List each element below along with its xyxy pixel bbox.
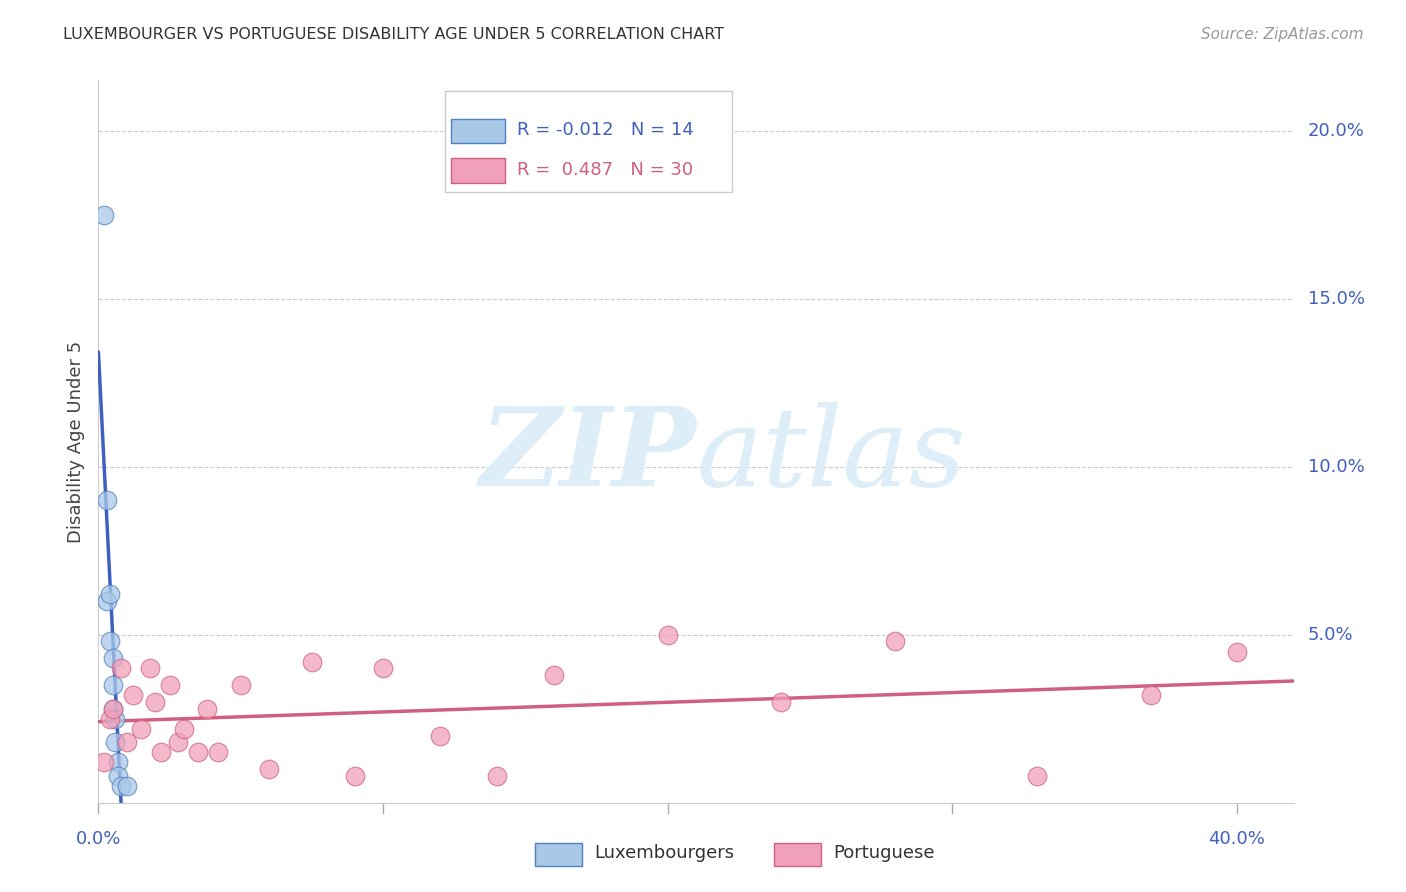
Text: 0.0%: 0.0% [76, 830, 121, 847]
Text: R =  0.487   N = 30: R = 0.487 N = 30 [517, 161, 693, 179]
Point [1026, 769, 1049, 783]
Point [301, 655, 323, 669]
Point [115, 735, 138, 749]
Point [101, 702, 124, 716]
Point [195, 702, 218, 716]
Text: Portuguese: Portuguese [834, 845, 935, 863]
Text: Source: ZipAtlas.com: Source: ZipAtlas.com [1201, 27, 1364, 42]
Point [101, 702, 124, 716]
Point [96, 594, 118, 608]
Point [98, 634, 121, 648]
Point [115, 779, 138, 793]
Text: Luxembourgers: Luxembourgers [595, 845, 734, 863]
Point [101, 651, 124, 665]
Text: atlas: atlas [696, 402, 966, 509]
FancyBboxPatch shape [451, 158, 505, 183]
Text: ZIP: ZIP [479, 402, 696, 509]
Point [98, 587, 121, 601]
Point [770, 695, 793, 709]
Point [429, 729, 451, 743]
Point [121, 688, 143, 702]
Point [143, 695, 166, 709]
Text: 10.0%: 10.0% [1308, 458, 1364, 475]
Point [543, 668, 565, 682]
FancyBboxPatch shape [534, 843, 582, 866]
Point [150, 745, 173, 759]
Point [187, 745, 209, 759]
Point [129, 722, 152, 736]
Point [485, 769, 508, 783]
Text: 20.0%: 20.0% [1308, 121, 1365, 140]
Point [110, 779, 132, 793]
FancyBboxPatch shape [446, 91, 733, 193]
Text: 15.0%: 15.0% [1308, 290, 1365, 308]
FancyBboxPatch shape [773, 843, 821, 866]
Point [101, 678, 124, 692]
Point [96, 493, 118, 508]
Point [159, 678, 181, 692]
Point [104, 735, 127, 749]
FancyBboxPatch shape [451, 119, 505, 143]
Point [104, 712, 127, 726]
Y-axis label: Disability Age Under 5: Disability Age Under 5 [66, 341, 84, 542]
Point [229, 678, 252, 692]
Point [343, 769, 366, 783]
Point [257, 762, 280, 776]
Text: LUXEMBOURGER VS PORTUGUESE DISABILITY AGE UNDER 5 CORRELATION CHART: LUXEMBOURGER VS PORTUGUESE DISABILITY AG… [63, 27, 724, 42]
Point [98, 712, 121, 726]
Text: 5.0%: 5.0% [1308, 626, 1354, 644]
Point [107, 756, 129, 770]
Point [657, 628, 679, 642]
Point [207, 745, 229, 759]
Point [371, 661, 394, 675]
Point [1140, 688, 1163, 702]
Point [167, 735, 190, 749]
Point [110, 661, 132, 675]
Point [138, 661, 160, 675]
Point [107, 769, 129, 783]
Point [173, 722, 195, 736]
Text: R = -0.012   N = 14: R = -0.012 N = 14 [517, 121, 693, 139]
Point [1226, 644, 1249, 658]
Text: 40.0%: 40.0% [1208, 830, 1265, 847]
Point [93, 756, 115, 770]
Point [93, 208, 115, 222]
Point [884, 634, 907, 648]
